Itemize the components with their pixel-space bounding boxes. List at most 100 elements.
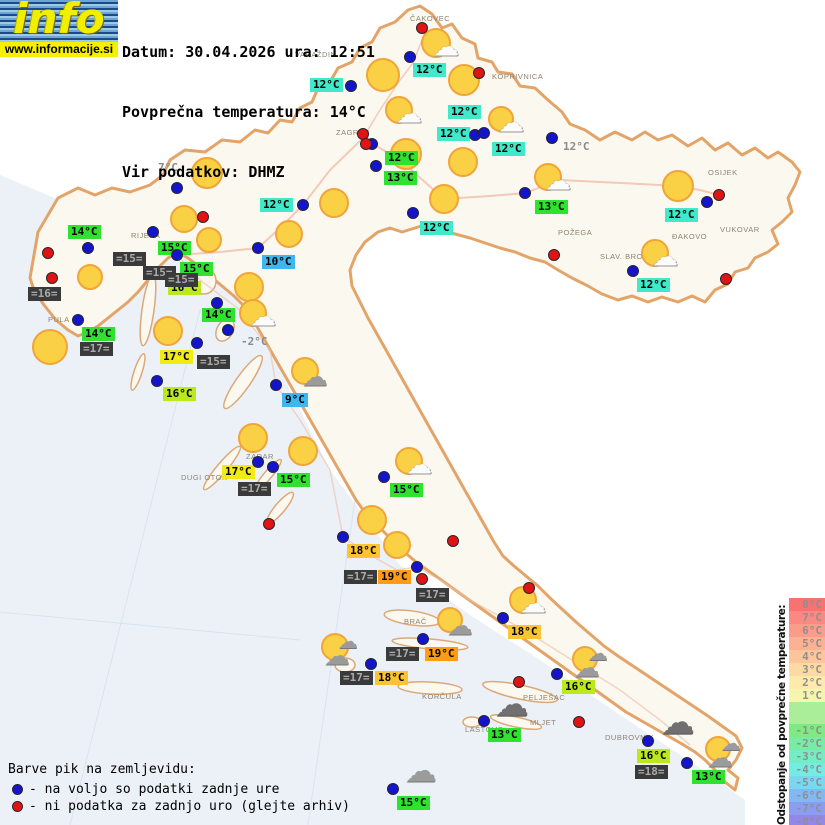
map-place-label: PELJEŠAC: [523, 693, 566, 702]
legend-item-label: - ni podatka za zadnjo uro (glejte arhiv…: [29, 799, 350, 814]
station-dot-current[interactable]: [171, 182, 183, 194]
station-dot-stale[interactable]: [416, 573, 428, 585]
station-dot-stale[interactable]: [573, 716, 585, 728]
temp-label: 10°C: [262, 255, 295, 269]
temp-label: =17=: [340, 671, 373, 685]
station-dot-current[interactable]: [337, 531, 349, 543]
station-dot-stale[interactable]: [473, 67, 485, 79]
temp-label: 15°C: [277, 473, 310, 487]
station-dot-current[interactable]: [270, 379, 282, 391]
station-dot-stale[interactable]: [523, 582, 535, 594]
cloud-shape: ☁: [574, 653, 600, 684]
map-place-label: BRAČ: [404, 617, 427, 626]
station-dot-current[interactable]: [345, 80, 357, 92]
site-logo[interactable]: info www.informacije.si: [0, 0, 118, 57]
station-dot-current[interactable]: [546, 132, 558, 144]
scale-cell: 6°C: [789, 624, 825, 637]
temp-label: 17°C: [160, 350, 193, 364]
station-dot-stale[interactable]: [720, 273, 732, 285]
temp-label: =17=: [416, 588, 449, 602]
station-dot-current[interactable]: [72, 314, 84, 326]
station-dot-current[interactable]: [642, 735, 654, 747]
temp-label: 17°C: [222, 465, 255, 479]
cloud-shape: ☁: [721, 731, 741, 755]
station-dot-current[interactable]: [417, 633, 429, 645]
cloud-shape: ☁: [302, 362, 328, 393]
station-dot-current[interactable]: [701, 196, 713, 208]
sun-shape: [429, 184, 459, 214]
station-dot-current[interactable]: [497, 612, 509, 624]
logo-site-url[interactable]: www.informacije.si: [0, 42, 118, 57]
sun-shape: [191, 157, 223, 189]
scale-cell: -6°C: [789, 789, 825, 802]
station-dot-stale[interactable]: [197, 211, 209, 223]
station-dot-current[interactable]: [211, 297, 223, 309]
station-dot-stale[interactable]: [548, 249, 560, 261]
temp-label: 13°C: [692, 770, 725, 784]
station-dot-current[interactable]: [365, 658, 377, 670]
station-dot-current[interactable]: [387, 783, 399, 795]
station-dot-current[interactable]: [147, 226, 159, 238]
cloud-shape: ☁: [447, 611, 473, 642]
croatia-outline: [28, 4, 802, 792]
temp-label: =17=: [344, 570, 377, 584]
scale-cell: 4°C: [789, 650, 825, 663]
sun-shape: [234, 272, 264, 302]
temp-label: 13°C: [384, 171, 417, 185]
station-dot-stale[interactable]: [360, 138, 372, 150]
station-dot-current[interactable]: [681, 757, 693, 769]
scale-cell: [789, 702, 825, 724]
station-dot-current[interactable]: [407, 207, 419, 219]
header-info: Datum: 30.04.2026 ura: 12:51 Povprečna t…: [122, 2, 375, 222]
station-dot-current[interactable]: [404, 51, 416, 63]
station-dot-stale[interactable]: [447, 535, 459, 547]
sun-shape: [32, 329, 68, 365]
header-source-line: Vir podatkov: DHMZ: [122, 163, 285, 181]
station-dot-stale[interactable]: [416, 22, 428, 34]
station-dot-current[interactable]: [252, 242, 264, 254]
sun-shape: [383, 531, 411, 559]
cloud-shape: ☁: [405, 751, 437, 790]
sun-shape: [288, 436, 318, 466]
scale-cell: -5°C: [789, 776, 825, 789]
scale-cell: 8°C: [789, 598, 825, 611]
station-dot-current[interactable]: [171, 249, 183, 261]
station-dot-stale[interactable]: [713, 189, 725, 201]
legend-item: - ni podatka za zadnjo uro (glejte arhiv…: [8, 798, 350, 815]
station-dot-current[interactable]: [267, 461, 279, 473]
temp-label: 18°C: [375, 671, 408, 685]
sun-shape: [366, 58, 400, 92]
station-dot-current[interactable]: [411, 561, 423, 573]
sun-shape: [291, 357, 319, 385]
station-dot-current[interactable]: [551, 668, 563, 680]
station-dot-current[interactable]: [191, 337, 203, 349]
sun-shape: [705, 736, 731, 762]
station-dot-current[interactable]: [519, 187, 531, 199]
station-dot-current[interactable]: [478, 715, 490, 727]
station-dot-current[interactable]: [151, 375, 163, 387]
cloud-shape: ☁: [520, 589, 546, 620]
station-dot-stale[interactable]: [46, 272, 58, 284]
station-dot-stale[interactable]: [513, 676, 525, 688]
cloud-shape: ☁: [707, 743, 733, 774]
sun-shape: [534, 163, 562, 191]
station-dot-stale[interactable]: [263, 518, 275, 530]
station-dot-current[interactable]: [297, 199, 309, 211]
temp-label: -2°C: [241, 335, 268, 348]
map-place-label: VUKOVAR: [720, 225, 760, 234]
map-place-label: ĐAKOVO: [672, 232, 708, 241]
temp-label: =17=: [386, 647, 419, 661]
station-dot-current[interactable]: [370, 160, 382, 172]
station-dot-current[interactable]: [478, 127, 490, 139]
temp-label: 16°C: [637, 749, 670, 763]
temp-label: 12°C: [385, 151, 418, 165]
station-dot-stale[interactable]: [42, 247, 54, 259]
station-dot-current[interactable]: [82, 242, 94, 254]
sun-shape: [153, 316, 183, 346]
station-dot-current[interactable]: [627, 265, 639, 277]
station-dot-current[interactable]: [252, 456, 264, 468]
station-dot-current[interactable]: [378, 471, 390, 483]
station-dot-current[interactable]: [222, 324, 234, 336]
temp-label: 16°C: [163, 387, 196, 401]
